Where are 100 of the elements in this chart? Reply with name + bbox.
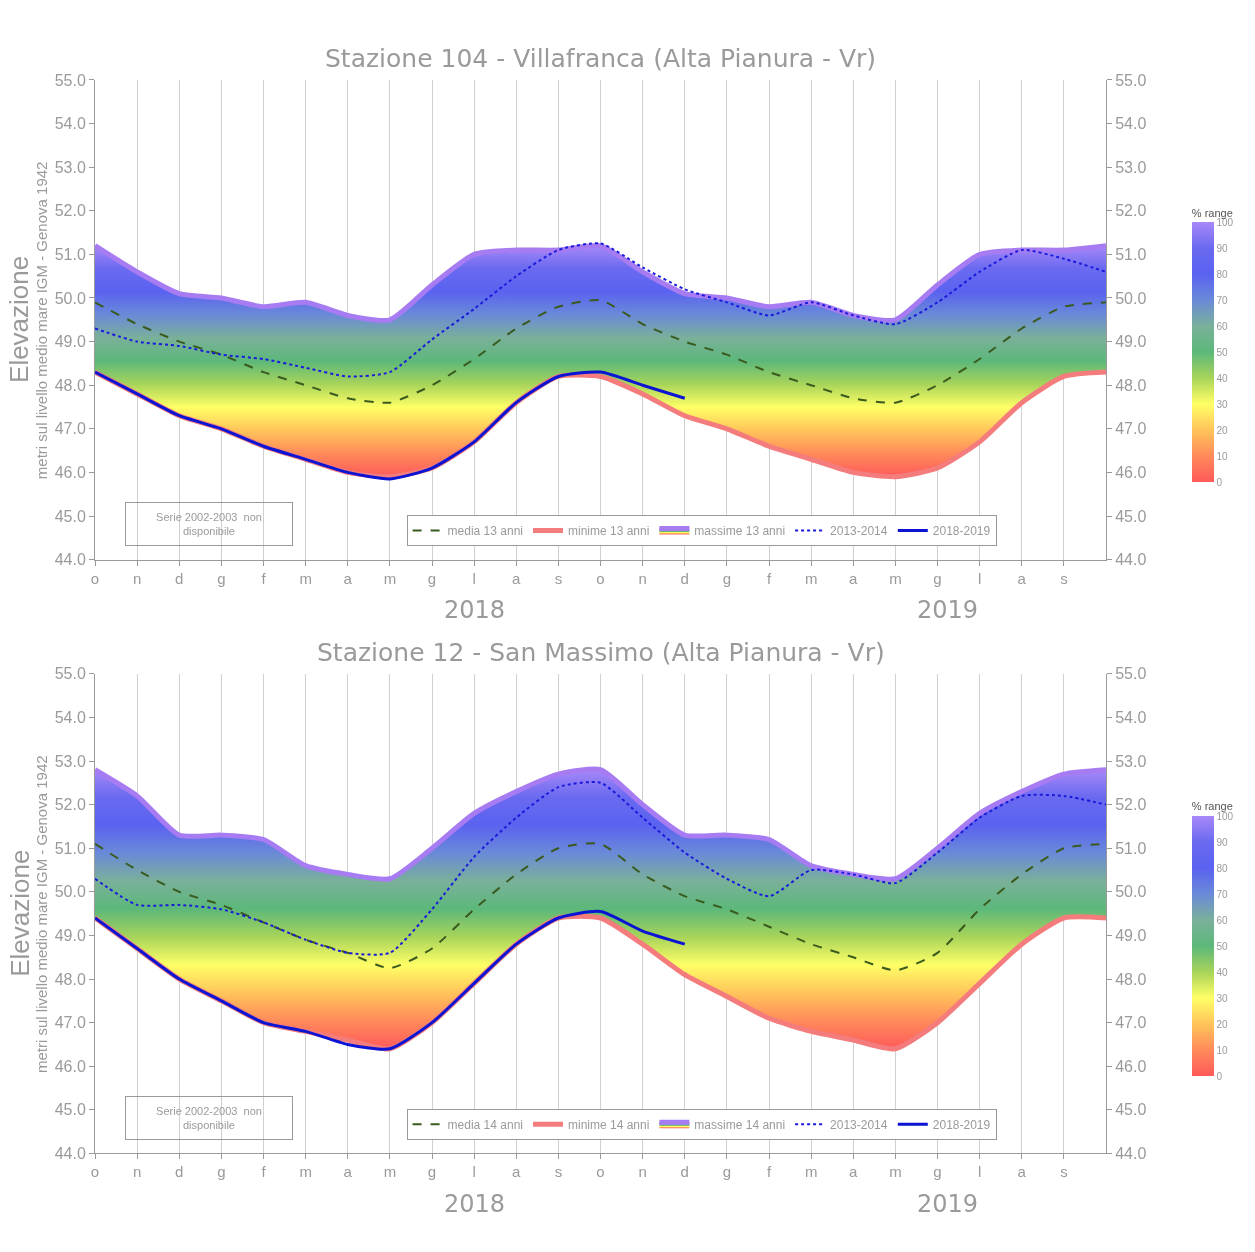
color-bar-label: 70 (1216, 294, 1229, 306)
x-tick-label: o (90, 1163, 100, 1181)
y-tick-label: 48.0 (54, 376, 86, 394)
y-tick-label: 46.0 (54, 1057, 86, 1075)
text: 2019 (917, 1190, 979, 1218)
x-tick-label: f (766, 569, 772, 587)
legend-label: 2018-2019 (932, 524, 991, 539)
y-tick-label: 45.0 (54, 1101, 86, 1119)
x-tick-label: g (217, 1163, 226, 1181)
x-tick-label: l (472, 1163, 476, 1181)
color-bar-label: 40 (1216, 966, 1229, 978)
y-tick-label: 52.0 (54, 202, 86, 220)
legend-label: 2013-2014 (830, 1117, 888, 1132)
line-series (95, 298, 1106, 404)
y-tick-label: 44.0 (54, 1145, 86, 1163)
y-tick-label: 44.0 (54, 551, 86, 569)
legend-label: minime 14 anni (567, 1117, 650, 1132)
y2-tick-label: 53.0 (1115, 158, 1147, 176)
y2-tick-label: 44.0 (1115, 1145, 1147, 1163)
y2-tick-label: 51.0 (1115, 245, 1147, 263)
color-bar-title: % range (1191, 800, 1233, 813)
chart-title: Stazione 12 - San Massimo (Alta Pianura - Vr) (317, 638, 885, 667)
annotation: Serie 2002-2003 non disponibile (156, 511, 262, 538)
x-tick-label: m (383, 569, 397, 587)
y2-tick-label: 53.0 (1115, 752, 1147, 770)
y2-tick-label: 50.0 (1115, 289, 1147, 307)
x-tick-label: m (804, 1163, 818, 1181)
y2-tick-label: 51.0 (1115, 839, 1147, 857)
y-tick-label: 54.0 (54, 709, 86, 727)
x-tick-label: f (261, 569, 267, 587)
color-bar-label: 30 (1216, 398, 1229, 410)
y2-tick-label: 47.0 (1115, 1014, 1147, 1032)
x-tick-label: s (1060, 569, 1068, 587)
color-bar-label: 90 (1216, 836, 1229, 848)
y-tick-label: 50.0 (54, 883, 86, 901)
y-tick-label: 51.0 (54, 245, 86, 263)
x-tick-label: m (889, 569, 902, 587)
color-bar-label: 20 (1216, 1018, 1229, 1030)
x-tick-label: m (889, 1163, 902, 1181)
color-bar-label: 0 (1216, 476, 1223, 488)
line-series (95, 909, 687, 1051)
x-tick-label: o (596, 569, 605, 587)
color-bar-label: 20 (1216, 424, 1229, 436)
x-tick-label: s (1060, 1163, 1068, 1181)
y2-tick-label: 48.0 (1115, 376, 1147, 394)
x-tick-label: n (638, 569, 647, 587)
color-bar-label: 60 (1216, 914, 1229, 926)
legend-label: 2013-2014 (830, 524, 888, 539)
x-tick-label: d (680, 1163, 689, 1181)
legend-label: media 14 anni (447, 1117, 523, 1132)
y2-tick-label: 54.0 (1115, 709, 1147, 727)
x-tick-label: m (383, 1163, 397, 1181)
color-bar-label: 90 (1216, 242, 1229, 254)
x-tick-label: a (343, 1163, 353, 1181)
y2-tick-label: 45.0 (1115, 507, 1147, 525)
line-series (95, 370, 687, 481)
x-tick-label: d (175, 569, 184, 587)
x-tick-label: g (933, 1163, 942, 1181)
color-bar-label: 80 (1216, 268, 1229, 280)
y-tick-label: 49.0 (54, 333, 86, 351)
y-tick-label: 47.0 (54, 420, 86, 438)
x-tick-label: f (766, 1163, 772, 1181)
y-tick-label: 49.0 (54, 927, 86, 945)
y2-tick-label: 45.0 (1115, 1101, 1147, 1119)
color-bar-label: 50 (1216, 346, 1229, 358)
x-tick-label: s (554, 1163, 563, 1181)
x-tick-label: o (596, 1163, 605, 1181)
x-tick-label: g (427, 569, 437, 587)
color-bar-label: 10 (1216, 450, 1229, 462)
y2-tick-label: 55.0 (1115, 71, 1147, 89)
x-tick-label: n (132, 1163, 142, 1181)
y-tick-label: 54.0 (54, 115, 86, 133)
x-tick-label: o (90, 569, 100, 587)
y-tick-label: 48.0 (54, 970, 86, 988)
chart-title: Stazione 104 - Villafranca (Alta Pianura - Vr) (325, 44, 877, 73)
x-tick-label: g (427, 1163, 437, 1181)
color-bar-label: 50 (1216, 940, 1229, 952)
x-tick-label: s (554, 569, 563, 587)
y2-tick-label: 49.0 (1115, 333, 1147, 351)
y-tick-label: 53.0 (54, 752, 86, 770)
x-tick-label: a (1017, 569, 1027, 587)
color-bar-label: 0 (1216, 1070, 1223, 1082)
text: 2018 (444, 1190, 506, 1218)
legend-label: massime 13 anni (694, 524, 786, 539)
x-tick-label: g (722, 1163, 732, 1181)
x-tick-label: a (343, 569, 353, 587)
y-axis-title: Elevazione metri sul livello medio mare IGM - Genova 1942 (4, 755, 50, 1074)
x-tick-label: m (804, 569, 818, 587)
color-bar-label: 40 (1216, 372, 1229, 384)
annotation: Serie 2002-2003 non disponibile (156, 1105, 262, 1132)
x-tick-label: m (299, 1163, 312, 1181)
legend-label: massime 14 anni (694, 1117, 786, 1132)
legend-label: minime 13 anni (567, 524, 650, 539)
y2-tick-label: 46.0 (1115, 464, 1147, 481)
x-tick-label: n (638, 1163, 647, 1181)
y-tick-label: 45.0 (54, 507, 86, 525)
x-tick-label: g (217, 569, 226, 587)
y-tick-label: 47.0 (54, 1014, 86, 1032)
y-tick-label: 52.0 (54, 796, 86, 814)
y2-tick-label: 54.0 (1115, 115, 1147, 133)
